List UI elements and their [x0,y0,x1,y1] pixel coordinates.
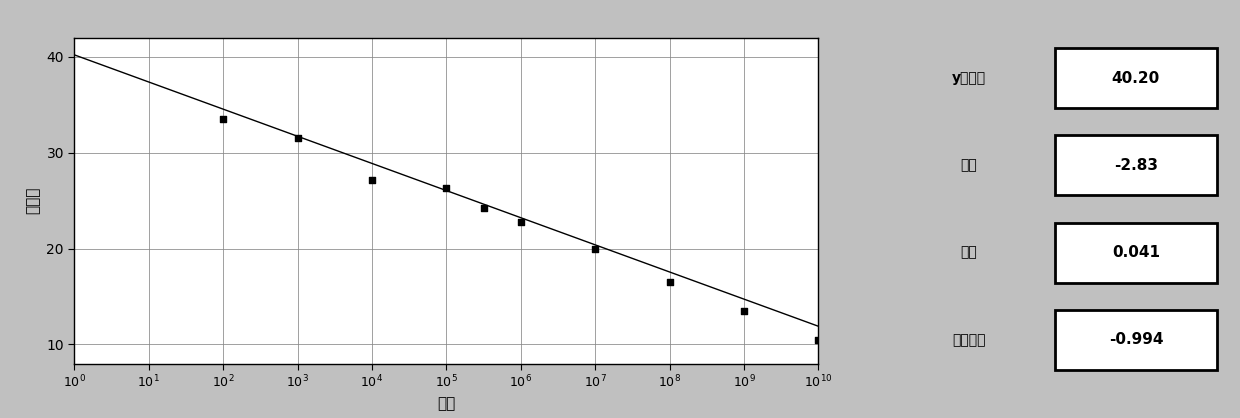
Point [808,336,828,343]
Y-axis label: 循环数: 循环数 [26,187,41,214]
Point [511,218,531,225]
Point [660,279,680,285]
Point [474,205,494,212]
Text: 误差: 误差 [960,246,977,260]
Point [436,185,456,191]
X-axis label: 浓度: 浓度 [438,396,455,411]
Text: 40.20: 40.20 [1112,71,1161,86]
FancyBboxPatch shape [1055,48,1216,108]
FancyBboxPatch shape [1055,135,1216,196]
Text: -2.83: -2.83 [1114,158,1158,173]
FancyBboxPatch shape [1055,310,1216,370]
FancyBboxPatch shape [1055,222,1216,283]
Text: 斜率: 斜率 [960,158,977,172]
Point [213,116,233,122]
Point [734,308,754,314]
Point [585,245,605,252]
Text: 相关系数: 相关系数 [952,333,986,347]
Point [288,135,308,142]
Point [362,176,382,183]
Text: 0.041: 0.041 [1112,245,1159,260]
Text: y轴截距: y轴截距 [951,71,986,85]
Text: -0.994: -0.994 [1109,332,1163,347]
